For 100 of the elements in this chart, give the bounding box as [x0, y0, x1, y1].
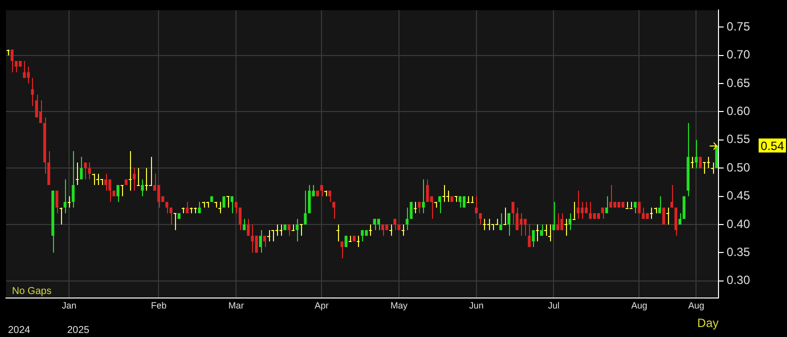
candlestick: [64, 178, 66, 214]
y-tick-label: 0.45: [726, 188, 750, 203]
candlestick: [568, 212, 572, 231]
candlestick: [230, 196, 234, 214]
candlestick: [328, 190, 332, 202]
candlestick: [406, 207, 409, 231]
candlestick: [356, 235, 360, 248]
candlestick: [266, 230, 271, 242]
candlestick: [470, 196, 474, 203]
candlestick: [10, 49, 14, 73]
candlestick: [564, 218, 568, 236]
candlestick: [466, 196, 470, 203]
candlestick: [75, 162, 80, 186]
candlestick: [26, 66, 30, 84]
candlestick: [548, 224, 552, 242]
x-tick-label: Aug: [631, 300, 648, 311]
y-tick-label: 0.75: [726, 19, 750, 34]
candlestick: [6, 49, 10, 56]
candlestick: [120, 184, 124, 197]
candlestick: [39, 100, 42, 124]
text: 2025: [67, 325, 90, 336]
y-tick-label: 0.40: [726, 216, 750, 231]
candlestick: [348, 235, 352, 242]
candlestick: [454, 196, 458, 202]
candlestick: [502, 207, 507, 225]
candlestick: [259, 230, 262, 254]
candlestick: [388, 224, 393, 236]
text: 2024: [8, 325, 31, 336]
candlestick: [308, 184, 311, 214]
candlestick: [296, 218, 299, 242]
candlestick: [132, 168, 136, 192]
candlestick: [442, 184, 446, 202]
candlestick: [601, 207, 604, 220]
candlestick: [291, 224, 296, 231]
candlestick: [625, 201, 629, 209]
candlestick: [588, 201, 592, 220]
candlestick: [536, 224, 540, 242]
candlestick: [422, 178, 425, 214]
candlestick: [336, 224, 340, 242]
y-tick-label: 0.60: [726, 104, 750, 118]
candlestick: [532, 230, 535, 248]
candlestick: [278, 224, 283, 236]
candlestick: [486, 218, 490, 231]
candlestick: [690, 156, 694, 169]
candlestick: [662, 207, 666, 225]
candlestick: [324, 190, 328, 197]
candlestick: [84, 162, 87, 180]
candlestick: [544, 224, 548, 236]
candlestick: [31, 77, 34, 107]
annotation: No Gaps: [12, 286, 52, 297]
candlestick: [560, 212, 564, 231]
candlestick: [572, 201, 576, 220]
candlestick: [80, 156, 83, 180]
candlestick: [710, 162, 714, 174]
candlestick: [226, 196, 230, 208]
candlestick: [59, 207, 63, 225]
candlestick: [478, 212, 482, 225]
x-tick-label: Jan: [62, 300, 76, 311]
candlestick: [238, 207, 242, 231]
candlestick: [140, 178, 144, 197]
candlestick: [320, 184, 324, 197]
candlestick: [426, 178, 429, 202]
y-tick-label: 0.30: [726, 273, 750, 288]
x-tick-label: Apr: [314, 300, 329, 311]
candlestick: [666, 207, 670, 225]
candlestick: [508, 212, 510, 236]
candlestick: [540, 224, 543, 236]
x-tick-label: Aug: [688, 300, 704, 311]
candlestick: [92, 173, 96, 186]
candlestick: [67, 196, 72, 208]
y-tick-label: 0.70: [726, 48, 750, 62]
candlestick: [576, 190, 580, 220]
y-tick-label: 0.65: [726, 76, 750, 90]
candlestick: [516, 207, 518, 231]
candlestick: [401, 224, 405, 236]
candlestick: [520, 212, 523, 236]
candlestick: [340, 240, 344, 259]
candlestick: [413, 201, 418, 214]
y-tick-label: 0.50: [726, 160, 750, 174]
candlestick: [128, 150, 132, 192]
candlestick: [55, 190, 58, 214]
x-tick-label: May: [390, 300, 408, 311]
candlestick: [360, 230, 364, 242]
candlestick: [368, 224, 372, 236]
candlestick: [658, 196, 662, 214]
candlestick: [715, 145, 718, 169]
candlestick: [482, 218, 486, 231]
x-tick-label: Jun: [469, 300, 484, 311]
candlestick: [88, 162, 91, 180]
text: 0.54: [760, 138, 784, 153]
candlestick: [605, 196, 608, 214]
candlestick: [250, 224, 254, 254]
candlestick: [474, 196, 478, 214]
candlestick: [299, 224, 304, 236]
x-tick-label: Feb: [150, 300, 166, 311]
y-tick-label: 0.55: [726, 132, 750, 146]
y-tick-label: 0.35: [726, 245, 750, 259]
candlestick: [170, 207, 172, 225]
candlestick: [96, 173, 100, 186]
candlestick: [642, 207, 645, 220]
